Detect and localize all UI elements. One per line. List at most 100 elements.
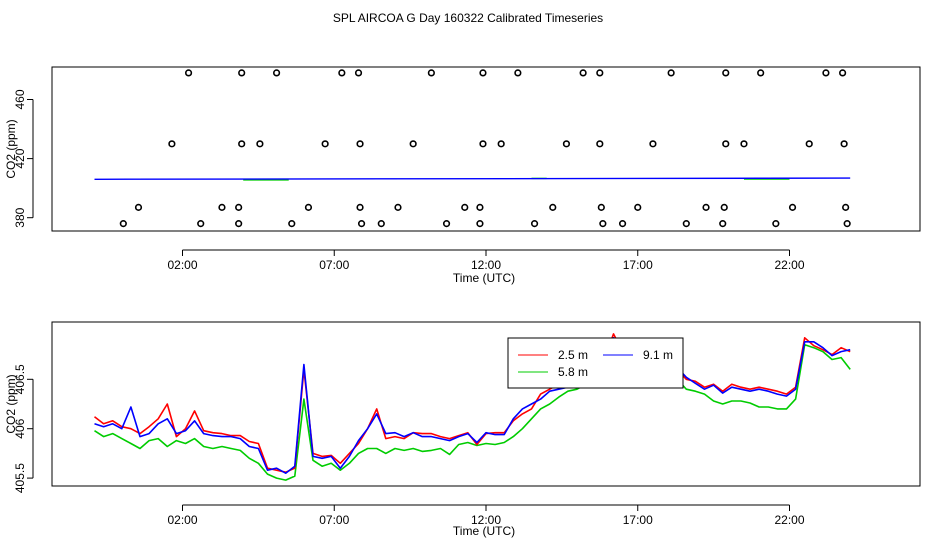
series-line-9-1m bbox=[94, 336, 851, 475]
flag-point bbox=[256, 140, 264, 148]
series-line-2-5m bbox=[94, 333, 851, 474]
y-axis-label-bottom: CO2 (ppm) bbox=[4, 374, 18, 433]
flag-point bbox=[356, 140, 364, 148]
series-line bbox=[94, 177, 851, 180]
flag-point bbox=[427, 69, 435, 77]
flag-point bbox=[461, 203, 469, 211]
flag-point bbox=[720, 203, 728, 211]
y-axis-bottom: 405.5 406 406.5 bbox=[13, 364, 34, 493]
flag-point bbox=[722, 69, 730, 77]
x-tick-label: 12:00 bbox=[471, 258, 501, 272]
plot-frame-top bbox=[51, 66, 921, 232]
y-tick-label: 460 bbox=[13, 89, 27, 109]
flag-point bbox=[497, 140, 505, 148]
x-tick-label: 07:00 bbox=[319, 258, 349, 272]
flag-point bbox=[596, 140, 604, 148]
y-axis-top: 380 420 460 bbox=[13, 89, 34, 228]
y-tick-label: 420 bbox=[13, 148, 27, 168]
flag-point bbox=[134, 203, 143, 211]
x-tick-label: 07:00 bbox=[319, 513, 349, 527]
flag-point bbox=[842, 203, 850, 211]
flag-point bbox=[218, 203, 226, 211]
flag-point bbox=[442, 220, 451, 228]
flag-point bbox=[272, 69, 281, 77]
legend: 2.5 m 5.8 m 9.1 m bbox=[507, 337, 684, 389]
flag-point bbox=[788, 203, 797, 211]
flag-point bbox=[288, 220, 296, 228]
flag-point bbox=[184, 69, 193, 77]
legend-label-9-1m: 9.1 m bbox=[643, 348, 673, 362]
x-tick-label: 02:00 bbox=[167, 513, 197, 527]
flag-point bbox=[682, 220, 690, 228]
flag-point bbox=[476, 203, 484, 211]
flag-point bbox=[356, 203, 364, 211]
x-tick-label: 02:00 bbox=[167, 258, 197, 272]
flag-point bbox=[238, 140, 246, 148]
x-axis-bottom: 02:00 07:00 12:00 17:00 22:00 bbox=[167, 504, 805, 527]
flag-point bbox=[839, 69, 847, 77]
x-axis-label-top: Time (UTC) bbox=[453, 271, 515, 285]
flag-point bbox=[479, 69, 487, 77]
flag-point bbox=[304, 203, 313, 211]
flag-point bbox=[599, 220, 607, 228]
legend-box bbox=[507, 337, 684, 389]
flag-point bbox=[530, 220, 539, 228]
flag-point bbox=[596, 69, 604, 77]
flag-point bbox=[649, 140, 657, 148]
flag-point bbox=[634, 203, 642, 211]
flag-point bbox=[476, 220, 484, 228]
flag-point bbox=[722, 140, 730, 148]
flag-point bbox=[479, 140, 487, 148]
x-tick-label: 17:00 bbox=[623, 513, 653, 527]
panel-bottom: 02:00 07:00 12:00 17:00 22:00 405.5406406.5 … bbox=[4, 321, 921, 538]
x-axis-top: 02:00 07:00 12:00 17:00 22:00 bbox=[167, 249, 805, 272]
flag-point bbox=[667, 69, 675, 77]
flag-point bbox=[843, 220, 851, 228]
flag-points-top bbox=[119, 69, 851, 228]
series-lines-bottom bbox=[94, 333, 851, 481]
legend-label-5-8m: 5.8 m bbox=[558, 365, 588, 379]
flag-point bbox=[168, 140, 176, 148]
x-tick-label: 22:00 bbox=[774, 513, 804, 527]
flag-point bbox=[235, 220, 243, 228]
flag-point bbox=[772, 220, 780, 228]
flag-point bbox=[549, 203, 557, 211]
x-tick-label: 17:00 bbox=[623, 258, 653, 272]
flag-point bbox=[719, 220, 727, 228]
y-tick-label: 406.5 bbox=[13, 364, 27, 394]
x-tick-label: 22:00 bbox=[774, 258, 804, 272]
y-axis-label-top: CO2 (ppm) bbox=[4, 119, 18, 178]
flag-point bbox=[394, 203, 402, 211]
series-lines-top bbox=[94, 177, 851, 181]
x-axis-label-bottom: Time (UTC) bbox=[453, 524, 515, 538]
flag-point bbox=[702, 203, 710, 211]
flag-point bbox=[238, 69, 246, 77]
flag-point bbox=[840, 140, 848, 148]
flag-point bbox=[822, 69, 830, 77]
plot-frame-bottom bbox=[51, 321, 921, 487]
flag-point bbox=[740, 140, 748, 148]
flag-point bbox=[338, 69, 346, 77]
flag-point bbox=[514, 69, 522, 77]
panel-top: 02:00 07:00 12:00 17:00 22:00 380 420 460 Time… bbox=[4, 66, 921, 285]
legend-label-2-5m: 2.5 m bbox=[558, 348, 588, 362]
flag-point bbox=[377, 220, 385, 228]
y-tick-label: 405.5 bbox=[13, 463, 27, 493]
flag-point bbox=[357, 220, 366, 228]
flag-point bbox=[597, 203, 605, 211]
flag-point bbox=[757, 69, 765, 77]
x-tick-label: 12:00 bbox=[471, 513, 501, 527]
flag-point bbox=[235, 203, 243, 211]
series-line-5-8m bbox=[94, 340, 851, 481]
flag-point bbox=[409, 140, 417, 148]
flag-point bbox=[805, 140, 813, 148]
flag-point bbox=[321, 140, 329, 148]
flag-point bbox=[354, 69, 363, 77]
flag-point bbox=[119, 220, 127, 228]
flag-point bbox=[579, 69, 587, 77]
chart-title: SPL AIRCOA G Day 160322 Calibrated Times… bbox=[333, 11, 603, 25]
flag-point bbox=[618, 220, 627, 228]
flag-point bbox=[562, 140, 571, 148]
y-tick-label: 406 bbox=[13, 418, 27, 438]
